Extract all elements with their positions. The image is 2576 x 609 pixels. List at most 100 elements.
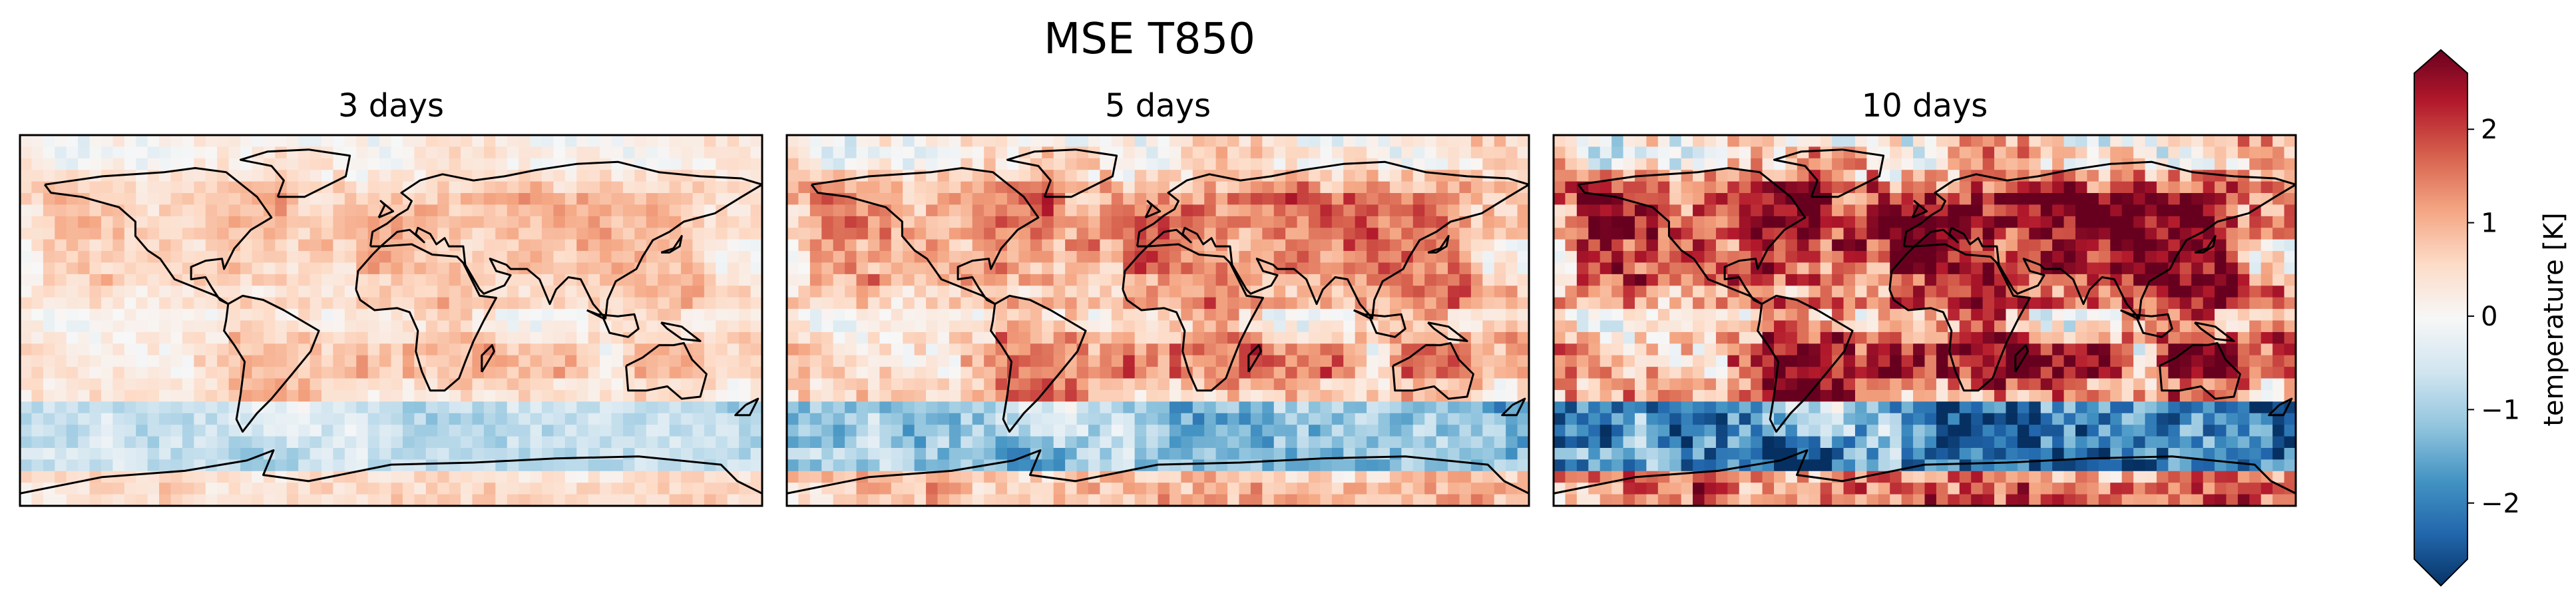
heatmap-cell [286, 389, 299, 402]
heatmap-cell [1227, 309, 1240, 321]
heatmap-cell [787, 343, 799, 356]
heatmap-cell [1285, 286, 1298, 298]
heatmap-cell [1924, 158, 1937, 170]
heatmap-cell [1181, 216, 1193, 228]
heatmap-cell [1204, 355, 1217, 367]
heatmap-cell [78, 494, 91, 507]
heatmap-cell [1646, 181, 1659, 194]
heatmap-cell [1065, 389, 1078, 402]
heatmap-cell [1053, 320, 1066, 333]
heatmap-cell [483, 170, 496, 182]
heatmap-cell [1681, 286, 1693, 298]
heatmap-cell [275, 239, 288, 252]
heatmap-cell [2156, 204, 2169, 217]
heatmap-cell [89, 343, 102, 356]
heatmap-cell [1204, 228, 1217, 240]
heatmap-cell [367, 146, 380, 159]
heatmap-cell [1042, 355, 1054, 367]
heatmap-cell [1576, 274, 1589, 286]
heatmap-cell [564, 494, 577, 507]
heatmap-cell [240, 389, 253, 402]
heatmap-cell [634, 355, 647, 367]
heatmap-cell [926, 158, 939, 170]
heatmap-cell [727, 378, 740, 391]
heatmap-cell [727, 204, 740, 217]
heatmap-cell [530, 367, 542, 379]
heatmap-cell [472, 181, 485, 194]
heatmap-cell [553, 158, 566, 170]
heatmap-cell [182, 367, 194, 379]
heatmap-cell [1134, 158, 1147, 170]
heatmap-cell [472, 193, 485, 206]
heatmap-cell [1134, 297, 1147, 309]
heatmap-cell [891, 146, 903, 159]
heatmap-cell [1146, 297, 1159, 309]
heatmap-cell [867, 447, 880, 460]
heatmap-cell [147, 309, 160, 321]
heatmap-cell [833, 146, 845, 159]
heatmap-cell [716, 262, 728, 275]
heatmap-cell [1459, 413, 1472, 425]
heatmap-cell [1192, 193, 1205, 206]
heatmap-cell [1192, 286, 1205, 298]
heatmap-cell [1239, 447, 1251, 460]
heatmap-cell [507, 436, 519, 449]
heatmap-cell [1169, 401, 1181, 414]
heatmap-cell [344, 447, 357, 460]
heatmap-cell [588, 146, 600, 159]
heatmap-cell [634, 389, 647, 402]
heatmap-cell [1042, 193, 1054, 206]
heatmap-cell [716, 228, 728, 240]
heatmap-cell [739, 309, 751, 321]
heatmap-cell [1065, 158, 1078, 170]
heatmap-cell [1250, 158, 1263, 170]
heatmap-cell [1948, 146, 1960, 159]
heatmap-cell [1343, 216, 1356, 228]
heatmap-cell [252, 274, 264, 286]
heatmap-cell [1878, 251, 1890, 264]
heatmap-cell [507, 135, 519, 148]
heatmap-cell [310, 286, 322, 298]
heatmap-cell [1517, 447, 1530, 460]
heatmap-cell [240, 239, 253, 252]
heatmap-cell [646, 146, 658, 159]
heatmap-cell [1308, 413, 1321, 425]
heatmap-cell [1320, 389, 1333, 402]
heatmap-cell [1042, 483, 1054, 495]
heatmap-cell [1785, 228, 1798, 240]
heatmap-cell [903, 378, 915, 391]
heatmap-cell [1565, 286, 1578, 298]
heatmap-cell [588, 216, 600, 228]
heatmap-cell [461, 389, 473, 402]
heatmap-cell [984, 436, 996, 449]
heatmap-cell [1158, 181, 1170, 194]
heatmap-cell [263, 262, 276, 275]
heatmap-cell [1506, 297, 1518, 309]
heatmap-cell [914, 459, 927, 472]
heatmap-cell [1297, 193, 1309, 206]
heatmap-cell [833, 413, 845, 425]
heatmap-cell [1123, 436, 1136, 449]
heatmap-cell [275, 355, 288, 367]
heatmap-cell [333, 343, 345, 356]
heatmap-cell [1169, 170, 1181, 182]
heatmap-cell [1343, 135, 1356, 148]
heatmap-cell [1030, 483, 1042, 495]
heatmap-cell [1517, 425, 1530, 437]
heatmap-cell [367, 425, 380, 437]
heatmap-cell [507, 158, 519, 170]
heatmap-cell [402, 447, 415, 460]
heatmap-cell [1320, 425, 1333, 437]
heatmap-cell [402, 401, 415, 414]
heatmap-cell [1273, 309, 1286, 321]
heatmap-cell [240, 401, 253, 414]
heatmap-cell [275, 378, 288, 391]
heatmap-cell [787, 378, 799, 391]
heatmap-cell [716, 447, 728, 460]
heatmap-cell [147, 459, 160, 472]
heatmap-cell [402, 343, 415, 356]
heatmap-cell [1389, 483, 1402, 495]
heatmap-cell [286, 146, 299, 159]
heatmap-cell [344, 297, 357, 309]
heatmap-cell [1448, 367, 1460, 379]
